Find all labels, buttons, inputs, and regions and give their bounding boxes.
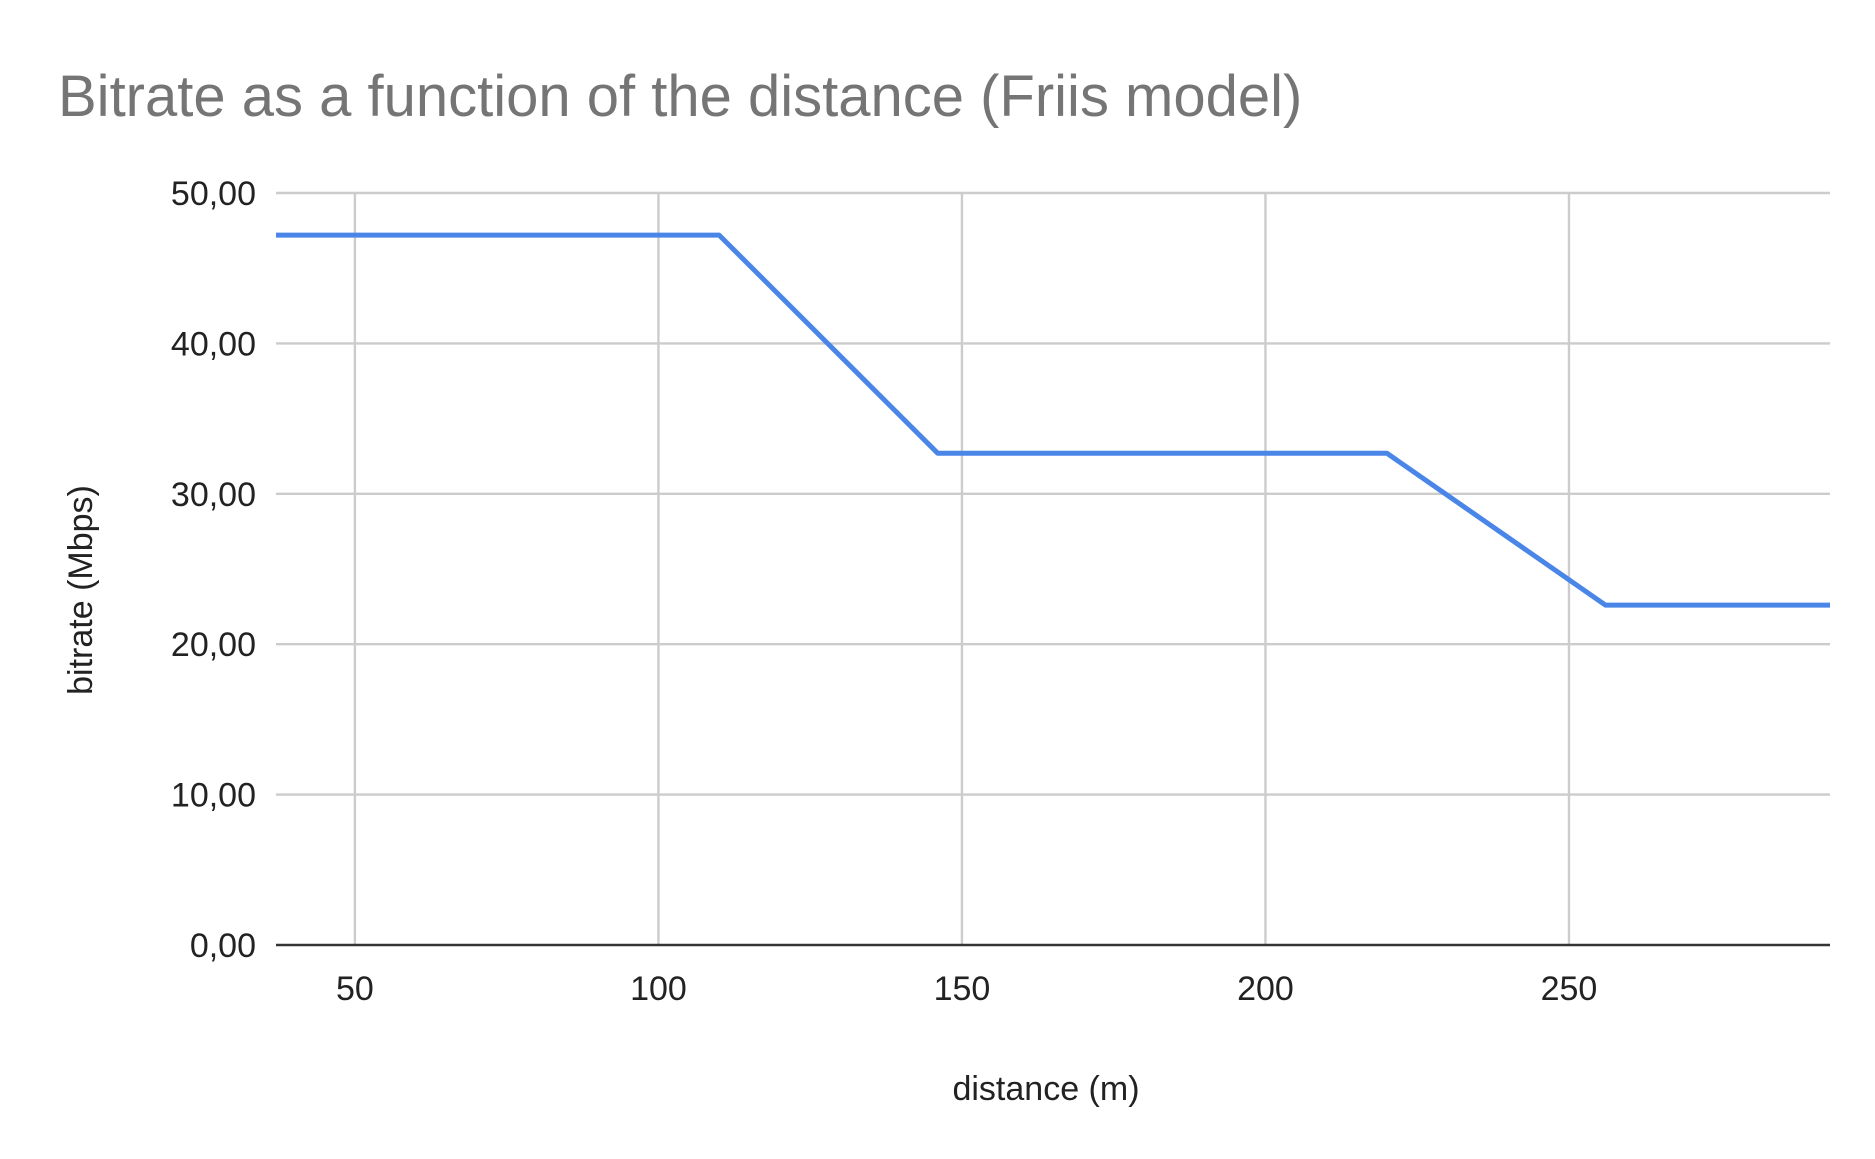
series-line [276,232,1830,608]
x-tick-label: 250 [1541,970,1598,1008]
x-tick-label: 200 [1237,970,1294,1008]
y-tick-label: 10,00 [171,777,256,815]
x-tick-label: 100 [630,970,687,1008]
chart-title: Bitrate as a function of the distance (F… [58,64,1302,129]
y-tick-label: 30,00 [171,476,256,514]
y-tick-label: 20,00 [171,626,256,664]
series-layer [276,232,1830,608]
y-gridlines [276,191,1830,796]
x-axis-label: distance (m) [952,1070,1139,1108]
y-tick-labels: 0,00 10,00 20,00 30,00 40,00 50,00 [171,175,256,965]
y-tick-label: 0,00 [190,927,256,965]
x-tick-label: 50 [336,970,374,1008]
x-gridlines [353,193,1571,945]
y-tick-label: 40,00 [171,325,256,363]
y-axis-label: bitrate (Mbps) [62,485,100,695]
x-tick-label: 150 [934,970,991,1008]
x-tick-labels: 50 100 150 200 250 [336,970,1597,1008]
y-tick-label: 50,00 [171,175,256,213]
